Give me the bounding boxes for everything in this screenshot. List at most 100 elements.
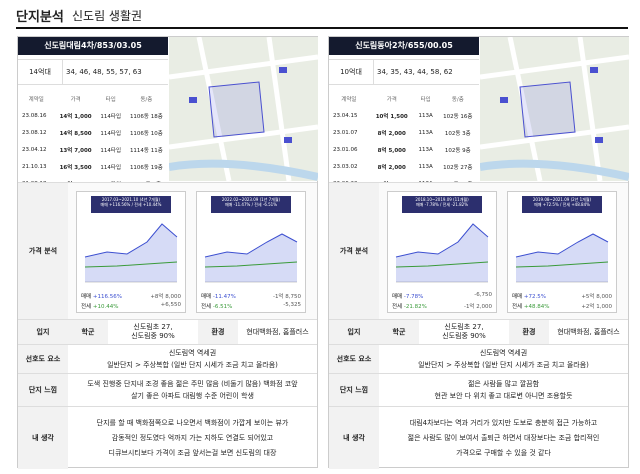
preference-section: 선호도 요소 신도림역 역세권 일반단지 > 주상복합 (일반 단지 시세가 조금 … (329, 344, 628, 373)
table-cell: 13억 7,000 (59, 147, 92, 154)
price-chart: 2018.10~2019.09 (11개월) 매매 -7.78% / 전세 -21… (387, 191, 497, 313)
table-header: 가격 (70, 97, 81, 103)
sale-label: 매매 (534, 202, 542, 207)
title-rule (16, 27, 628, 29)
sale-change: +116.56% (92, 294, 122, 300)
table-cell: 14억 8,500 (59, 130, 92, 137)
jeonse-label: 전세 (442, 202, 451, 207)
row-label: 입지 (329, 320, 379, 344)
table-cell: 1106동 19층 (129, 164, 163, 171)
jeonse-change: -21.82% (451, 202, 469, 207)
school: 신도림초 27, 신도림중 90% (131, 323, 175, 340)
row-label: 단지 느낌 (329, 374, 379, 406)
table-header: 타입 (420, 97, 431, 103)
sale-row: 매매 +116.56% +8억 8,000 (81, 292, 181, 300)
jeonse-change: +48.84% (571, 202, 590, 207)
sale-change: -7.78% (403, 294, 424, 300)
row-label: 가격 분석 (18, 183, 68, 319)
sale-change: +72.5% (542, 202, 559, 207)
price-level: 14억대 (18, 60, 63, 84)
thoughts-section: 내 생각 대림4차보다는 역과 거리가 있지만 도보로 충분히 접근 가능하고 젊은… (329, 406, 628, 469)
feeling: 젊은 사람들 많고 깔끔함 현관 보안 다 위치 좋고 대로변 아니면 조용할듯 (379, 374, 628, 406)
price-section: 가격 분석 2017.03~2021.10 (4년 7개월) 매매 +116.56… (18, 182, 317, 319)
unit-types: 34, 46, 48, 55, 57, 63 (66, 68, 142, 76)
table-cell: 1114동 11층 (129, 147, 163, 154)
table-cell: 113A (418, 163, 433, 170)
jeonse-change: -6.51% (212, 304, 233, 310)
jeonse-label: 전세 (562, 202, 571, 207)
thoughts: 대림4차보다는 역과 거리가 있지만 도보로 충분히 접근 가능하고 젊은 사람도… (379, 407, 628, 469)
sale-change: -7.78% (424, 202, 439, 207)
table-row: 23.08.16 14억 1,000 114타입 1106동 18층 (18, 107, 168, 124)
table-header: 타입 (105, 97, 116, 103)
sale-change: -11.47% (212, 294, 236, 300)
jeonse-label: 전세 (392, 304, 403, 310)
page-title: 단지분석 (16, 10, 64, 25)
jeonse-change: +48.84% (523, 304, 550, 310)
chart-plot (395, 223, 489, 283)
environment: 현대백화점, 홈플러스 (246, 328, 309, 336)
table-cell: 114타입 (100, 130, 122, 137)
sale-label: 매매 (392, 294, 403, 300)
sale-amount: +5억 8,000 (581, 294, 612, 300)
jeonse-row: 전세 +10.44% +6,550 (81, 302, 181, 310)
field-label: 환경 (509, 320, 549, 344)
chart-period: 2022.02~2023.09 (1년 7개월) (221, 197, 281, 202)
environment: 현대백화점, 홈플러스 (557, 328, 620, 336)
sale-label: 매매 (81, 294, 92, 300)
jeonse-amount: +2억 1,000 (581, 304, 612, 310)
sale-amount: -6,750 (474, 292, 492, 298)
row-label: 선호도 요소 (18, 345, 68, 373)
sale-label: 매매 (201, 294, 212, 300)
feeling: 도색 진행중 단지내 조경 좋음 젊은 주민 많음 (비둘기 많음) 백화점 코… (68, 374, 317, 406)
complex-panel: 신도림대림4차/853/03.05 14억대 34, 46, 48, 55, 57… (17, 36, 318, 469)
field-label: 환경 (198, 320, 238, 344)
text-line: 대림4차보다는 역과 거리가 있지만 도보로 충분히 접근 가능하고 (409, 418, 598, 427)
table-cell: 1106동 10층 (129, 130, 163, 137)
text-line: 가격으로 구매할 수 있을 것 같다 (456, 448, 551, 457)
sale-label: 매매 (415, 202, 424, 207)
price-chart: 2019.08~2021.09 (2년 1개월) 매매 +72.5% / 전세 +… (507, 191, 617, 313)
sale-row: 매매 +72.5% +5억 8,000 (512, 292, 612, 300)
table-row: 23.01.07 8억 2,000 113A 102동 3층 (329, 124, 479, 141)
row-label: 내 생각 (18, 407, 68, 469)
table-header: 계약일 (341, 97, 357, 103)
jeonse-amount: -1억 2,000 (463, 304, 492, 310)
table-cell: 23.04.12 (22, 146, 47, 153)
table-header: 가격 (386, 97, 397, 103)
row-label: 선호도 요소 (329, 345, 379, 373)
preference: 신도림역 역세권 일반단지 > 주상복합 (일반 단지 시세가 조금 치고 올라옴… (379, 345, 628, 373)
school: 신도림초 27, 신도림중 90% (442, 323, 486, 340)
chart-period: 2019.08~2021.09 (2년 1개월) (532, 197, 592, 202)
jeonse-amount: +6,550 (160, 302, 181, 308)
jeonse-change: +10.44% (92, 304, 119, 310)
table-cell: 23.08.12 (22, 129, 47, 136)
feeling-section: 단지 느낌 도색 진행중 단지내 조경 좋음 젊은 주민 많음 (비둘기 많음) … (18, 373, 317, 406)
preference: 신도림역 역세권 일반단지 > 주상복합 (일반 단지 시세가 조금 치고 올라옴… (68, 345, 317, 373)
panel-title: 신도림동아2차/655/00.05 (329, 37, 479, 55)
table-cell: 23.08.16 (22, 112, 47, 119)
table-row: 23.04.15 10억 1,500 113A 102동 16층 (329, 107, 479, 124)
jeonse-row: 전세 +48.84% +2억 1,000 (512, 302, 612, 310)
jeonse-label: 전세 (81, 304, 92, 310)
sale-label: 매매 (224, 202, 233, 207)
table-cell: 16억 3,500 (59, 164, 92, 171)
price-chart: 2022.02~2023.09 (1년 7개월) 매매 -11.47% / 전세 … (196, 191, 306, 313)
sale-row: 매매 -7.78% -6,750 (392, 292, 492, 300)
table-row: 23.08.12 14억 8,500 114타입 1106동 10층 (18, 124, 168, 141)
jeonse-change: -21.82% (403, 304, 427, 310)
jeonse-change: -6.51% (262, 202, 278, 207)
jeonse-label: 전세 (254, 202, 262, 207)
chart-period: 2018.10~2019.09 (11개월) (415, 197, 469, 202)
sale-change: +116.56% (109, 202, 131, 207)
page-subtitle: 신도림 생활권 (72, 9, 143, 23)
panel-title: 신도림대림4차/853/03.05 (18, 37, 168, 55)
unit-types: 34, 35, 43, 44, 58, 62 (377, 68, 453, 76)
price-row: 14억대 34, 46, 48, 55, 57, 63 (18, 59, 168, 85)
sale-label: 매매 (512, 294, 523, 300)
jeonse-amount: -5,325 (283, 302, 301, 308)
table-cell: 114타입 (100, 147, 122, 154)
text-line: 젊은 사람들 많고 깔끔함 (467, 380, 540, 388)
table-cell: 8억 5,000 (377, 147, 406, 154)
row-label: 가격 분석 (329, 183, 379, 319)
